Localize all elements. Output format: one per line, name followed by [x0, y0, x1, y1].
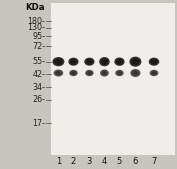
Ellipse shape — [102, 59, 107, 64]
Text: 55-: 55- — [32, 57, 45, 66]
Ellipse shape — [71, 60, 76, 64]
Ellipse shape — [70, 59, 77, 65]
Text: 5: 5 — [117, 157, 122, 166]
Ellipse shape — [100, 58, 108, 65]
Ellipse shape — [56, 71, 61, 75]
Text: 7: 7 — [151, 157, 157, 166]
Ellipse shape — [69, 70, 78, 76]
Text: 17-: 17- — [32, 119, 45, 128]
Ellipse shape — [117, 60, 122, 64]
Text: 34-: 34- — [32, 82, 45, 92]
Ellipse shape — [84, 58, 95, 66]
Ellipse shape — [150, 70, 158, 76]
Text: 3: 3 — [87, 157, 92, 166]
Ellipse shape — [133, 71, 138, 75]
Ellipse shape — [55, 70, 62, 76]
Ellipse shape — [115, 70, 124, 76]
Ellipse shape — [129, 57, 141, 67]
Ellipse shape — [130, 69, 141, 77]
Text: 180-: 180- — [27, 17, 45, 26]
Ellipse shape — [151, 60, 157, 64]
Ellipse shape — [70, 71, 76, 75]
Ellipse shape — [87, 71, 91, 75]
Ellipse shape — [118, 71, 121, 75]
Ellipse shape — [100, 69, 109, 77]
Ellipse shape — [85, 59, 93, 65]
Bar — [50, 3, 175, 155]
Ellipse shape — [54, 69, 63, 77]
Text: 42-: 42- — [32, 70, 45, 79]
Text: 130-: 130- — [27, 23, 45, 32]
Ellipse shape — [87, 60, 92, 64]
Ellipse shape — [52, 57, 64, 66]
Ellipse shape — [85, 70, 94, 76]
Text: 4: 4 — [102, 157, 107, 166]
Ellipse shape — [131, 58, 140, 65]
Text: 1: 1 — [56, 157, 61, 166]
Ellipse shape — [116, 58, 123, 65]
Ellipse shape — [99, 57, 110, 66]
Ellipse shape — [102, 71, 106, 75]
Ellipse shape — [152, 71, 156, 75]
Ellipse shape — [86, 71, 92, 75]
Text: 6: 6 — [133, 157, 138, 166]
Ellipse shape — [149, 58, 159, 66]
Ellipse shape — [132, 70, 139, 76]
Ellipse shape — [116, 71, 122, 75]
Ellipse shape — [55, 59, 61, 64]
Text: 72-: 72- — [32, 42, 45, 51]
Ellipse shape — [114, 57, 125, 66]
Ellipse shape — [150, 59, 158, 65]
Text: 2: 2 — [71, 157, 76, 166]
Ellipse shape — [54, 58, 63, 65]
Ellipse shape — [72, 71, 75, 75]
Text: KDa: KDa — [26, 3, 45, 12]
Ellipse shape — [132, 59, 138, 64]
Ellipse shape — [68, 58, 79, 66]
Text: 95-: 95- — [32, 32, 45, 41]
Text: 26-: 26- — [32, 95, 45, 104]
Ellipse shape — [151, 71, 157, 75]
Ellipse shape — [101, 70, 107, 76]
